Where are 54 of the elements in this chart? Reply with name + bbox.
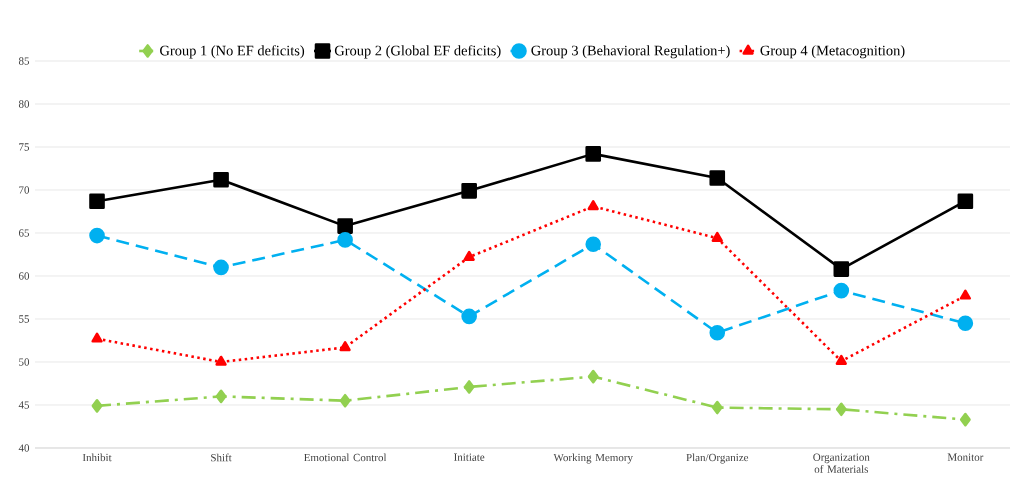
- legend-label: Group 4 (Metacognition): [760, 45, 905, 59]
- y-tick-label: 50: [19, 358, 30, 366]
- legend-label: Group 1 (No EF deficits): [160, 45, 305, 59]
- y-tick-label: 65: [18, 229, 30, 237]
- y-tick-label: 55: [19, 315, 30, 323]
- point: [587, 200, 599, 211]
- x-tick-label: Working Memory: [553, 453, 633, 464]
- point: [91, 399, 103, 413]
- point: [833, 261, 850, 277]
- point: [959, 289, 971, 300]
- x-tick-label: Inhibit: [82, 453, 112, 462]
- x-tick-label: Shift: [211, 453, 232, 462]
- x-tick-label: Initiate: [454, 453, 485, 461]
- point: [215, 389, 227, 404]
- point: [835, 354, 847, 365]
- point: [585, 146, 602, 162]
- y-tick-label: 85: [18, 57, 30, 65]
- point: [833, 282, 850, 299]
- point: [89, 227, 105, 244]
- x-tick-label: Emotional Control: [304, 453, 387, 462]
- point: [461, 183, 477, 199]
- point: [709, 170, 726, 186]
- point: [337, 218, 353, 234]
- point: [337, 232, 353, 248]
- point: [213, 171, 229, 188]
- point: [711, 231, 723, 242]
- y-tick-label: 40: [18, 444, 30, 452]
- y-tick-label: 45: [18, 401, 30, 409]
- y-tick-label: 75: [19, 143, 30, 151]
- point: [89, 193, 105, 209]
- point: [587, 369, 599, 384]
- legend-label: Group 3 (Behavioral Regulation+): [531, 45, 730, 59]
- point: [957, 193, 974, 209]
- point: [215, 355, 227, 366]
- legend-label: Group 2 (Global EF deficits): [334, 45, 501, 59]
- point: [959, 412, 971, 427]
- point: [835, 402, 847, 417]
- x-tick-label: Monitor: [947, 453, 984, 461]
- point: [339, 393, 351, 408]
- point: [585, 236, 602, 252]
- point: [339, 341, 351, 352]
- point: [463, 250, 475, 261]
- point: [463, 380, 475, 394]
- point: [711, 400, 723, 415]
- point: [91, 332, 103, 343]
- y-tick-label: 60: [18, 272, 30, 280]
- point: [709, 324, 726, 341]
- point: [461, 308, 477, 325]
- point: [213, 259, 229, 276]
- point: [957, 315, 974, 332]
- x-tick-label: Plan/Organize: [686, 453, 749, 464]
- x-tick-label: Organization of Materials: [813, 453, 870, 473]
- y-tick-label: 70: [19, 186, 30, 194]
- y-tick-label: 80: [18, 100, 30, 108]
